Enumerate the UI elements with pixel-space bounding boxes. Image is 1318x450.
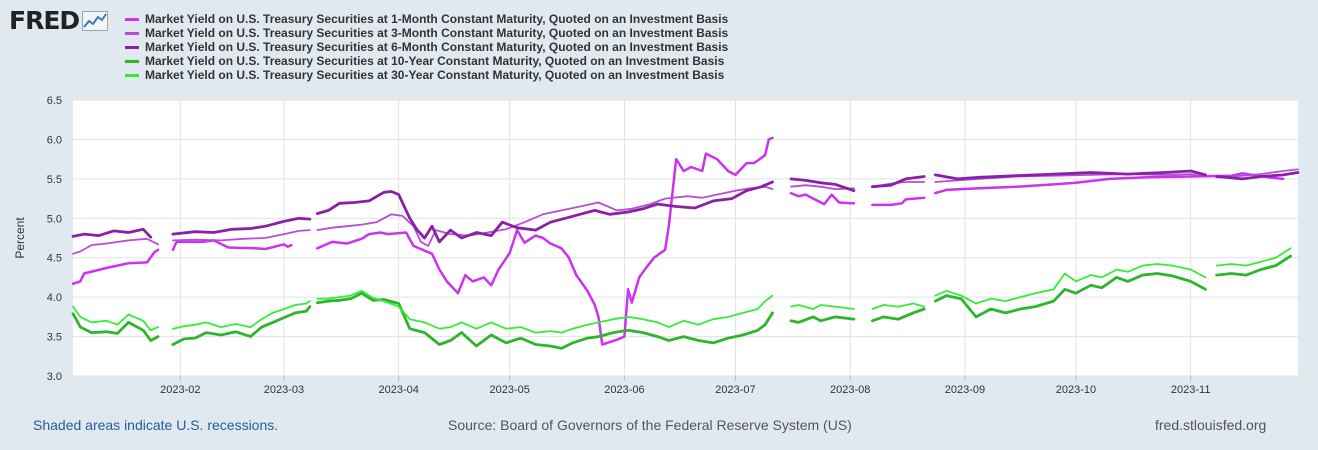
legend-swatch bbox=[125, 17, 139, 21]
source-text: Source: Board of Governors of the Federa… bbox=[448, 417, 852, 433]
x-tick-label: 2023-07 bbox=[715, 384, 755, 396]
y-tick-label: 5.0 bbox=[47, 213, 62, 225]
x-tick-label: 2023-03 bbox=[264, 384, 304, 396]
series-line-1 bbox=[71, 136, 1285, 346]
legend-label: Market Yield on U.S. Treasury Securities… bbox=[145, 40, 729, 54]
y-axis-ticks: 3.0 3.5 4.0 4.5 5.0 5.5 6.0 6.5 bbox=[47, 95, 62, 383]
legend-label: Market Yield on U.S. Treasury Securities… bbox=[145, 26, 729, 40]
legend-label: Market Yield on U.S. Treasury Securities… bbox=[145, 12, 729, 26]
site-link[interactable]: fred.stlouisfed.org bbox=[1155, 417, 1267, 433]
y-tick-label: 6.0 bbox=[47, 134, 62, 146]
series-line-3 bbox=[71, 169, 1300, 244]
legend-swatch bbox=[125, 45, 139, 49]
series-line-4 bbox=[71, 254, 1292, 350]
x-axis-ticks: 2023-02 2023-03 2023-04 2023-05 2023-06 2023-… bbox=[160, 376, 1210, 396]
y-tick-label: 3.0 bbox=[47, 371, 62, 383]
x-tick-label: 2023-10 bbox=[1056, 384, 1096, 396]
x-tick-label: 2023-11 bbox=[1171, 384, 1211, 396]
series-line-5 bbox=[72, 247, 1292, 334]
legend-item[interactable]: Market Yield on U.S. Treasury Securities… bbox=[125, 40, 728, 54]
x-tick-label: 2023-02 bbox=[160, 384, 200, 396]
legend-label: Market Yield on U.S. Treasury Securities… bbox=[145, 68, 725, 82]
fred-wordmark: FRED bbox=[9, 6, 80, 35]
x-tick-label: 2023-04 bbox=[378, 384, 418, 396]
y-tick-label: 5.5 bbox=[47, 174, 62, 186]
legend-item[interactable]: Market Yield on U.S. Treasury Securities… bbox=[125, 12, 728, 26]
legend-swatch bbox=[125, 59, 139, 63]
y-tick-label: 4.0 bbox=[47, 292, 62, 304]
x-tick-label: 2023-05 bbox=[490, 384, 530, 396]
plot-area bbox=[73, 100, 1298, 376]
y-tick-label: 4.5 bbox=[47, 253, 62, 265]
fred-chart-icon bbox=[82, 11, 109, 31]
x-tick-label: 2023-08 bbox=[830, 384, 870, 396]
y-tick-label: 6.5 bbox=[47, 95, 62, 107]
legend-swatch bbox=[125, 31, 139, 35]
chart-legend: Market Yield on U.S. Treasury Securities… bbox=[125, 12, 728, 82]
x-tick-label: 2023-09 bbox=[945, 384, 985, 396]
legend-swatch bbox=[125, 73, 139, 77]
legend-item[interactable]: Market Yield on U.S. Treasury Securities… bbox=[125, 26, 728, 40]
y-axis-label: Percent bbox=[13, 217, 27, 259]
legend-item[interactable]: Market Yield on U.S. Treasury Securities… bbox=[125, 68, 728, 82]
legend-item[interactable]: Market Yield on U.S. Treasury Securities… bbox=[125, 54, 728, 68]
recessions-note[interactable]: Shaded areas indicate U.S. recessions. bbox=[33, 417, 279, 433]
legend-label: Market Yield on U.S. Treasury Securities… bbox=[145, 54, 725, 68]
x-tick-label: 2023-06 bbox=[604, 384, 644, 396]
y-tick-label: 3.5 bbox=[47, 332, 62, 344]
series-lines bbox=[71, 136, 1300, 350]
fred-logo[interactable]: FRED bbox=[9, 6, 109, 35]
